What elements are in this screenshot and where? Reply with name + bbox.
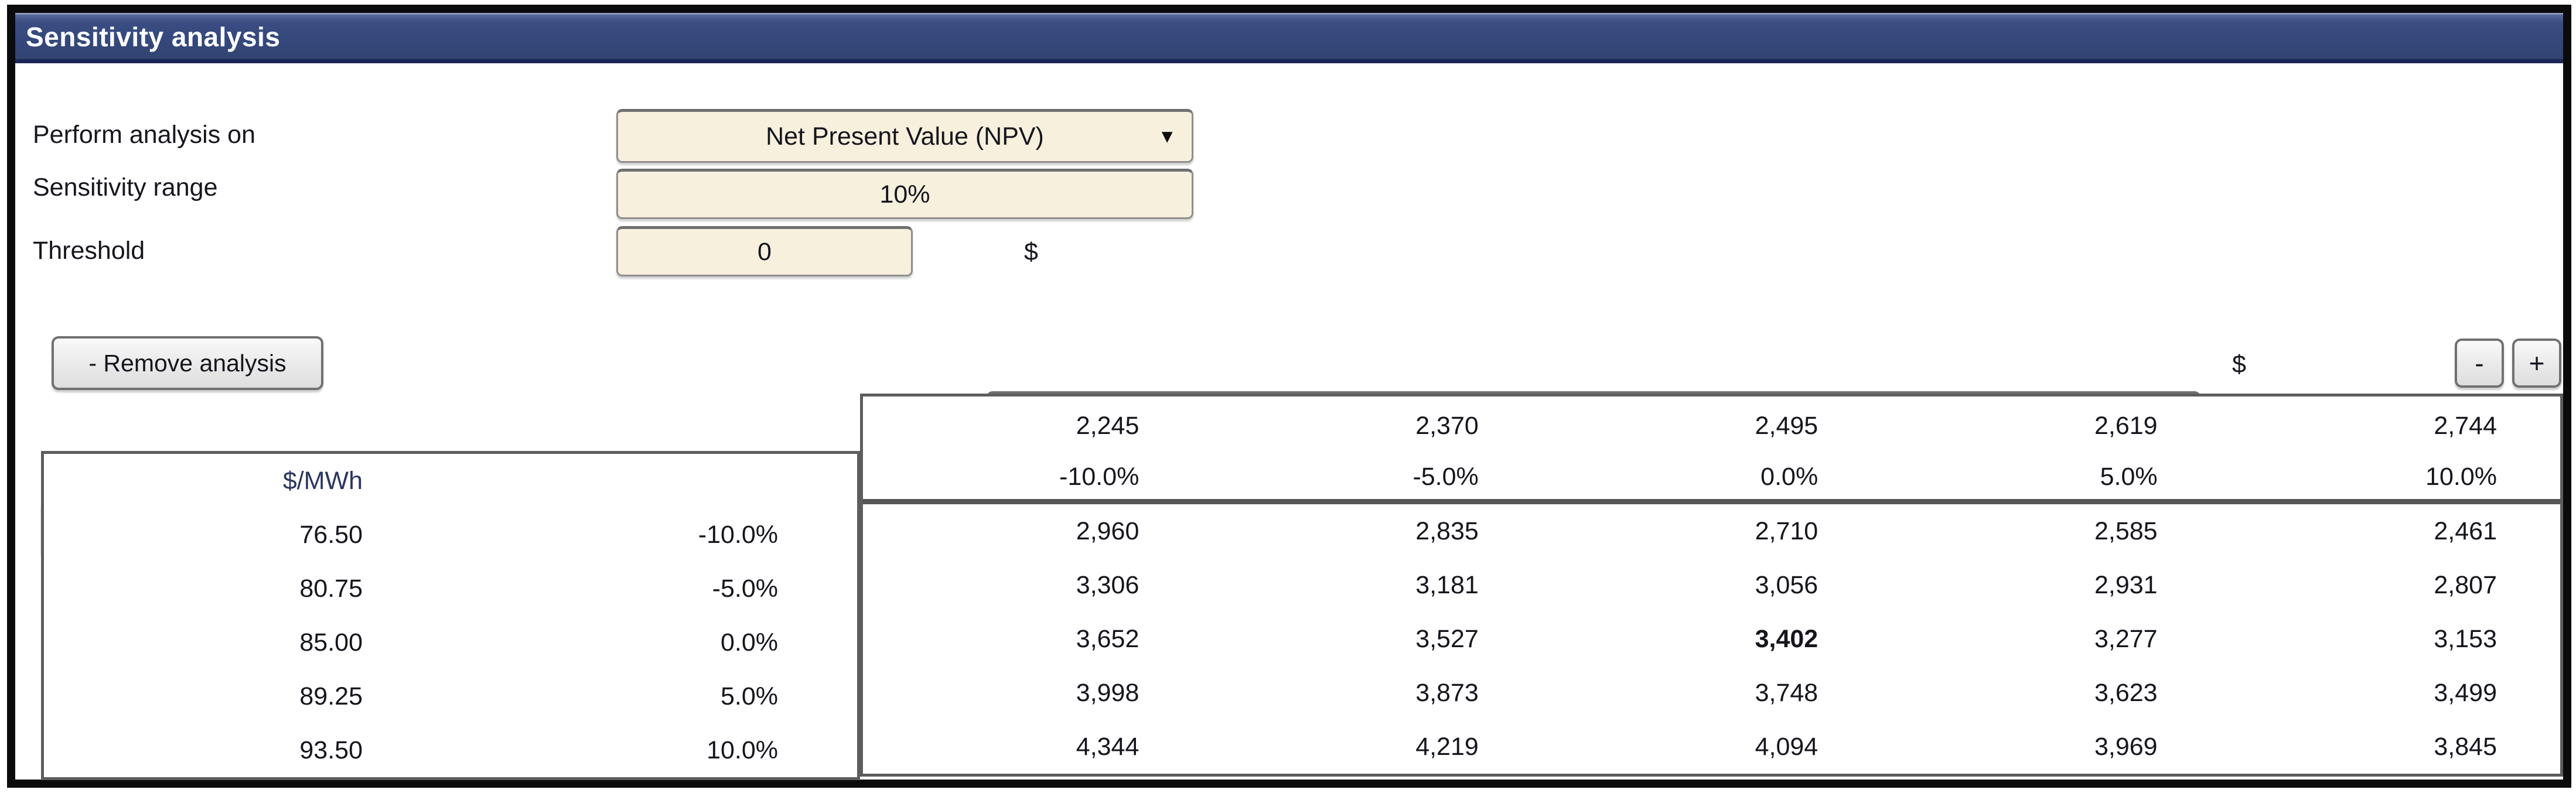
- matrix-cell: 4,219: [1415, 732, 1479, 761]
- perform-analysis-dropdown[interactable]: Net Present Value (NPV) ▼: [616, 109, 1193, 163]
- row-percent-cell: -10.0%: [698, 520, 778, 549]
- row-parameter-unit: $/MWh: [282, 466, 363, 495]
- sensitivity-matrix-table: 2,245 2,370 2,495 2,619 2,744 -10.0% -5.…: [860, 394, 2563, 777]
- col-value-cell: 2,495: [1755, 411, 1818, 440]
- matrix-cell: 2,960: [1076, 517, 1139, 545]
- col-percent-cell: 0.0%: [1541, 455, 1882, 504]
- row-percent-cell: 5.0%: [720, 682, 778, 710]
- matrix-cell: 2,807: [2434, 570, 2497, 599]
- matrix-cell: 3,277: [2094, 624, 2158, 653]
- matrix-cell: 4,094: [1755, 732, 1818, 761]
- matrix-cell: 3,623: [2094, 678, 2158, 707]
- sensitivity-range-input[interactable]: 10%: [616, 169, 1193, 219]
- row-value-cell: 93.50: [299, 736, 363, 764]
- perform-analysis-value: Net Present Value (NPV): [766, 122, 1044, 151]
- col-value-cell: 2,744: [2434, 411, 2497, 440]
- matrix-cell: 3,527: [1415, 624, 1479, 653]
- col-value-cell: 2,370: [1415, 411, 1479, 440]
- threshold-unit: $: [1024, 238, 1038, 266]
- col-value-cell: 2,619: [2094, 411, 2158, 440]
- row-value-cell: 89.25: [299, 682, 363, 710]
- column-parameter-unit: $: [2232, 350, 2246, 378]
- matrix-cell: 3,056: [1755, 570, 1818, 599]
- row-percent-cell: -5.0%: [712, 574, 778, 603]
- col-value-cell: 2,245: [1076, 411, 1139, 440]
- matrix-cell: 3,969: [2094, 732, 2158, 761]
- chevron-down-icon: ▼: [1158, 125, 1176, 147]
- add-row-button[interactable]: +: [2512, 339, 2561, 388]
- matrix-cell: 3,998: [1076, 678, 1139, 707]
- remove-analysis-button[interactable]: - Remove analysis: [52, 336, 323, 390]
- matrix-cell: 3,652: [1076, 624, 1139, 653]
- sensitivity-range-value: 10%: [879, 180, 930, 208]
- matrix-cell: 3,306: [1076, 570, 1139, 599]
- remove-row-button[interactable]: -: [2455, 339, 2504, 388]
- row-header-table: $/MWh 76.50 -10.0% 80.75 -5.0% 85.00 0.0…: [41, 451, 860, 780]
- panel-title: Sensitivity analysis: [26, 22, 281, 52]
- threshold-label: Threshold: [33, 237, 145, 265]
- matrix-cell: 3,873: [1415, 678, 1479, 707]
- matrix-cell: 2,461: [2434, 517, 2497, 545]
- matrix-cell: 2,585: [2094, 517, 2158, 545]
- spacer-cell: [451, 454, 857, 508]
- col-percent-cell: -10.0%: [863, 455, 1203, 504]
- col-percent-cell: 10.0%: [2220, 455, 2560, 504]
- matrix-cell: 3,153: [2434, 624, 2497, 653]
- row-percent-cell: 0.0%: [720, 628, 778, 657]
- threshold-value: 0: [758, 237, 772, 266]
- matrix-cell: 4,344: [1076, 732, 1139, 761]
- row-value-cell: 76.50: [299, 520, 363, 549]
- col-percent-cell: 5.0%: [1881, 455, 2221, 504]
- sensitivity-range-label: Sensitivity range: [33, 173, 218, 201]
- matrix-cell: 2,710: [1755, 517, 1818, 545]
- threshold-input[interactable]: 0: [616, 226, 913, 276]
- row-value-cell: 80.75: [299, 574, 363, 603]
- perform-analysis-label: Perform analysis on: [33, 121, 255, 149]
- matrix-cell: 3,181: [1415, 570, 1479, 599]
- matrix-cell: 3,845: [2434, 732, 2497, 761]
- row-percent-cell: 10.0%: [707, 736, 778, 764]
- row-value-cell: 85.00: [299, 628, 363, 657]
- matrix-cell: 2,835: [1415, 517, 1479, 545]
- title-bar: Sensitivity analysis: [15, 13, 2563, 63]
- matrix-cell: 3,499: [2434, 678, 2497, 707]
- col-percent-cell: -5.0%: [1202, 455, 1542, 504]
- matrix-cell-base-case: 3,402: [1755, 624, 1818, 653]
- matrix-cell: 3,748: [1755, 678, 1818, 707]
- matrix-cell: 2,931: [2094, 570, 2158, 599]
